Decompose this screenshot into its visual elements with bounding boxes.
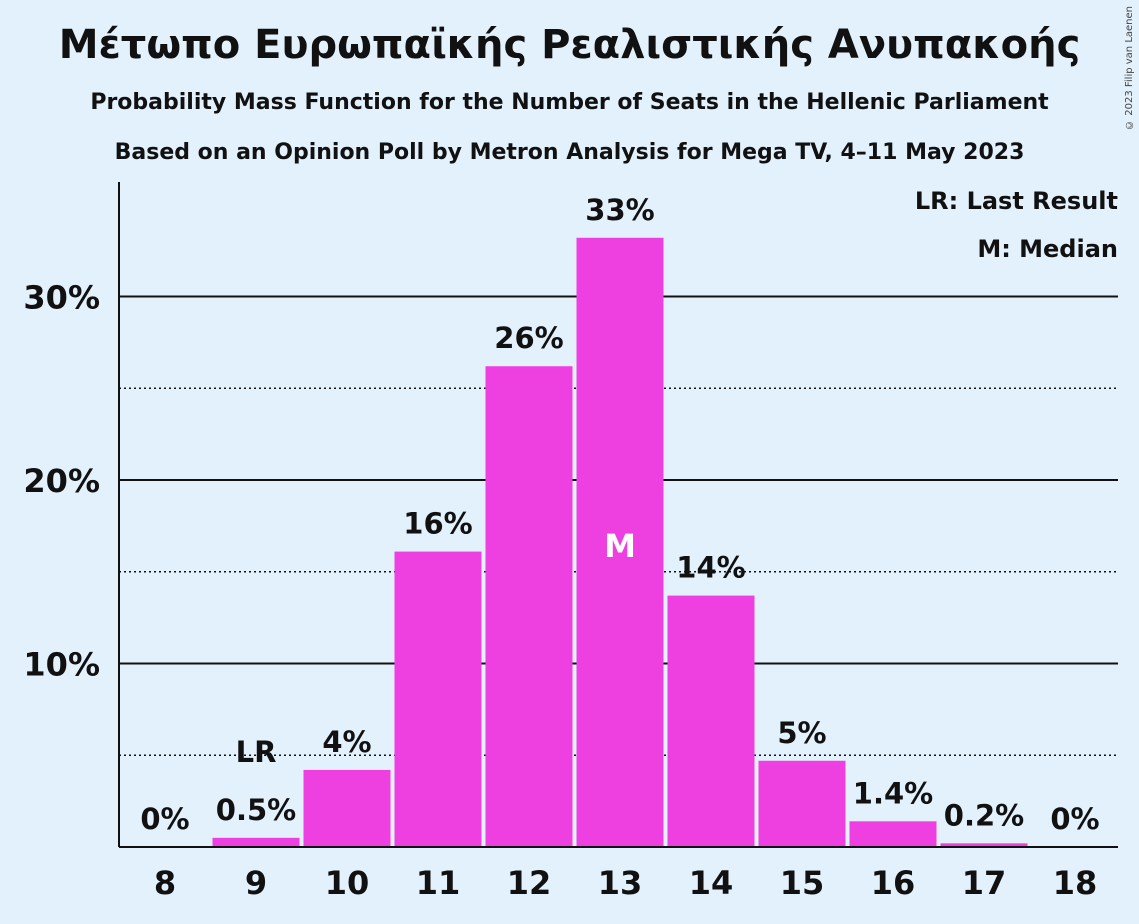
data-label: 0% [140, 802, 189, 836]
axes [118, 182, 1118, 848]
last-result-marker: LR [236, 735, 277, 769]
bar-seat-13 [576, 237, 664, 847]
x-tick-label: 9 [245, 864, 267, 902]
legend-last-result: LR: Last Result [915, 187, 1118, 215]
data-label: 0.2% [944, 798, 1024, 832]
bar-seat-16 [849, 821, 937, 847]
data-label: 1.4% [853, 776, 933, 810]
x-tick-label: 16 [871, 864, 916, 902]
x-tick-label: 13 [598, 864, 643, 902]
chart-subtitle: Probability Mass Function for the Number… [90, 90, 1049, 115]
chart-title: Μέτωπο Ευρωπαϊκής Ρεαλιστικής Ανυπακοής [58, 22, 1081, 68]
x-tick-label: 8 [154, 864, 176, 902]
data-label: 16% [403, 507, 472, 541]
x-tick-label: 17 [962, 864, 1007, 902]
data-label: 14% [676, 551, 745, 585]
median-marker: M [604, 527, 636, 565]
data-label: 33% [585, 193, 654, 227]
x-tick-label: 10 [325, 864, 370, 902]
bar-seat-9 [212, 837, 300, 847]
labels: 10% 20% 30% 8 9 10 11 12 13 14 15 16 17 18 0% 0.5% 4% 16%… [23, 193, 1099, 902]
bar-seat-15 [758, 760, 846, 847]
x-tick-label: 11 [416, 864, 461, 902]
data-label: 26% [494, 321, 563, 355]
bar-seat-14 [667, 595, 755, 847]
bar-seat-11 [394, 551, 482, 847]
bar-seat-17 [940, 843, 1028, 847]
data-label: 4% [322, 725, 371, 759]
x-tick-label: 14 [689, 864, 734, 902]
bars [212, 237, 1028, 847]
data-label: 0.5% [216, 793, 296, 827]
chart-source: Based on an Opinion Poll by Metron Analy… [114, 140, 1025, 165]
legend-median: M: Median [977, 235, 1118, 263]
x-tick-label: 18 [1053, 864, 1098, 902]
bar-seat-10 [303, 769, 391, 847]
x-tick-label: 12 [507, 864, 552, 902]
bar-seat-12 [485, 366, 573, 847]
data-label: 5% [777, 716, 826, 750]
y-tick-label: 30% [23, 279, 100, 317]
x-tick-label: 15 [780, 864, 825, 902]
y-tick-label: 10% [23, 646, 100, 684]
data-label: 0% [1050, 802, 1099, 836]
y-tick-label: 20% [23, 462, 100, 500]
